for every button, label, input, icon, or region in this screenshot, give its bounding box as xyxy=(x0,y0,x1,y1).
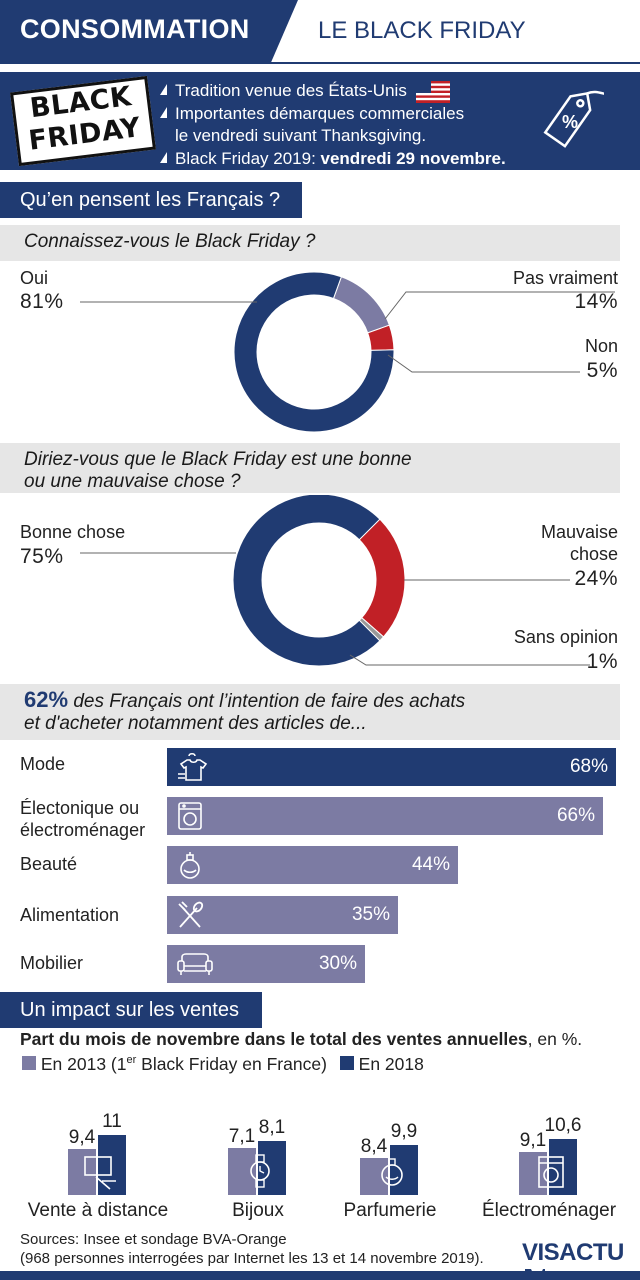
bar-mode: 68% xyxy=(167,748,616,786)
black-friday-logo: BLACK FRIDAY xyxy=(10,75,156,167)
sources: Sources: Insee et sondage BVA-Orange (96… xyxy=(20,1230,484,1268)
washing-machine-icon xyxy=(178,802,202,830)
category-title: CONSOMMATION xyxy=(0,0,298,62)
leader-pas-vraiment xyxy=(384,291,615,320)
legend-2013: En 2013 (1er Black Friday en France) xyxy=(40,1054,327,1074)
value-label-2013-1: 7,1 xyxy=(228,1126,256,1147)
impact-subtitle: Part du mois de novembre dans le total d… xyxy=(20,1029,583,1049)
intro-line-1: Tradition venue des États-Unis xyxy=(160,80,580,103)
perfume-icon xyxy=(180,852,200,879)
intro-text: Tradition venue des États-Unis Important… xyxy=(160,80,580,170)
bar-label-electronique: Électonique ou électroménager xyxy=(20,798,146,840)
tag-percent: % xyxy=(562,112,578,132)
slice-pas-vraiment xyxy=(332,276,391,334)
intent-line-2: et d'acheter notamment des articles de..… xyxy=(24,713,367,734)
value-label-2013-3: 9,1 xyxy=(519,1130,547,1151)
pct-mauvaise: 24% xyxy=(574,567,618,590)
bar-2018-2 xyxy=(390,1145,418,1195)
pct-bonne: 75% xyxy=(20,545,64,568)
sofa-icon xyxy=(177,953,213,975)
price-tag-icon: % xyxy=(543,90,604,148)
perfume-icon xyxy=(381,1158,403,1186)
pct-oui: 81% xyxy=(20,290,64,313)
pct-non: 5% xyxy=(586,359,618,382)
sources-line-1: Sources: Insee et sondage BVA-Orange xyxy=(20,1231,287,1248)
question-2-line-1: Diriez-vous que le Black Friday est une … xyxy=(24,449,412,470)
label-pas-vraiment: Pas vraiment xyxy=(512,268,618,288)
donut-chart-awareness xyxy=(80,271,615,433)
intro-band: BLACK FRIDAY Tradition venue des États-U… xyxy=(0,72,640,170)
top-bar: CONSOMMATION LE BLACK FRIDAY xyxy=(0,0,640,64)
tshirt-icon xyxy=(178,752,208,781)
category-label-3: Électroménager xyxy=(481,1200,617,1221)
us-flag-icon xyxy=(415,80,450,103)
leader-sans-opinion xyxy=(349,654,590,666)
category-label-2: Parfumerie xyxy=(343,1200,437,1221)
bar-value-beaute: 44% xyxy=(411,854,450,875)
legend-swatch-2013 xyxy=(22,1056,36,1070)
value-label-2018-1: 8,1 xyxy=(258,1117,286,1138)
bar-label-beaute: Beauté xyxy=(20,854,78,874)
watch-icon xyxy=(250,1154,270,1188)
section-impact-title: Un impact sur les ventes xyxy=(0,992,262,1028)
legend-swatch-2018 xyxy=(339,1056,354,1070)
impact-legend: En 2013 (1er Black Friday en France) En … xyxy=(22,1054,424,1075)
bar-label-mode: Mode xyxy=(20,754,66,774)
section-opinion-title: Qu’en pensent les Français ? xyxy=(0,182,302,218)
question-1: Connaissez-vous le Black Friday ? xyxy=(0,225,620,261)
pct-sans-opinion: 1% xyxy=(586,650,618,673)
bar-label-alimentation: Alimentation xyxy=(20,905,120,925)
intro-line-3: Black Friday 2019: vendredi 29 novembre. xyxy=(160,148,580,171)
computer-cart-icon xyxy=(84,1156,116,1190)
leader-non xyxy=(387,354,580,373)
bar-2018-1 xyxy=(258,1141,286,1195)
bar-value-mode: 68% xyxy=(569,756,608,777)
intent-line-1: 62% des Français ont l’intention de fair… xyxy=(24,687,466,713)
bar-beaute: 44% xyxy=(167,846,458,884)
fork-knife-icon xyxy=(178,901,204,928)
slice-bonne xyxy=(232,495,381,667)
question-2-line-2: ou une mauvaise chose ? xyxy=(24,471,241,492)
legend-2018: En 2018 xyxy=(358,1054,424,1074)
question-2: Diriez-vous que le Black Friday est une … xyxy=(0,443,620,493)
washing-machine-icon xyxy=(538,1156,564,1188)
value-label-2013-0: 9,4 xyxy=(68,1127,96,1148)
value-label-2018-2: 9,9 xyxy=(390,1121,418,1142)
impact-bar-chart: 9,4 11 Vente à distance 7,1 8,1 Bijoux 8,4 9,9 P… xyxy=(0,1080,640,1225)
intro-line-2: Importantes démarques commerciales xyxy=(160,103,580,126)
value-label-2018-3: 10,6 xyxy=(544,1115,582,1136)
bar-2018-0 xyxy=(98,1135,126,1195)
bar-value-electronique: 66% xyxy=(556,805,595,826)
bar-2013-3 xyxy=(519,1152,547,1195)
bar-value-alimentation: 35% xyxy=(351,904,390,925)
bar-label-mobilier: Mobilier xyxy=(20,953,84,973)
bar-alimentation: 35% xyxy=(167,896,398,934)
bar-2013-2 xyxy=(360,1158,388,1195)
intro-line-2b: le vendredi suivant Thanksgiving. xyxy=(175,126,427,146)
bar-value-mobilier: 30% xyxy=(318,953,357,974)
label-sans-opinion: Sans opinion xyxy=(513,627,618,647)
category-label-0: Vente à distance xyxy=(27,1200,169,1221)
label-oui: Oui xyxy=(20,268,49,288)
bar-electronique: 66% xyxy=(167,797,603,835)
slice-oui xyxy=(233,271,395,433)
subject-title: LE BLACK FRIDAY xyxy=(318,17,526,44)
label-non: Non xyxy=(584,336,618,356)
label-bonne: Bonne chose xyxy=(20,522,126,542)
label-mauvaise-1: Mauvaise xyxy=(540,522,618,542)
value-label-2018-0: 11 xyxy=(102,1111,122,1132)
label-mauvaise-2: chose xyxy=(569,544,618,564)
donut-chart-opinion xyxy=(80,495,590,667)
bar-mobilier: 30% xyxy=(167,945,365,983)
intent-band: 62% des Français ont l’intention de fair… xyxy=(0,684,620,740)
bottom-rule xyxy=(0,1271,640,1280)
header-rule xyxy=(0,62,640,64)
pct-pas-vraiment: 14% xyxy=(574,290,618,313)
sources-line-2: (968 personnes interrogées par Internet … xyxy=(20,1250,484,1267)
value-label-2013-2: 8,4 xyxy=(360,1136,388,1157)
category-label-1: Bijoux xyxy=(232,1200,284,1221)
slice-mauvaise xyxy=(358,518,406,638)
intent-lead-pct: 62% xyxy=(24,687,69,712)
